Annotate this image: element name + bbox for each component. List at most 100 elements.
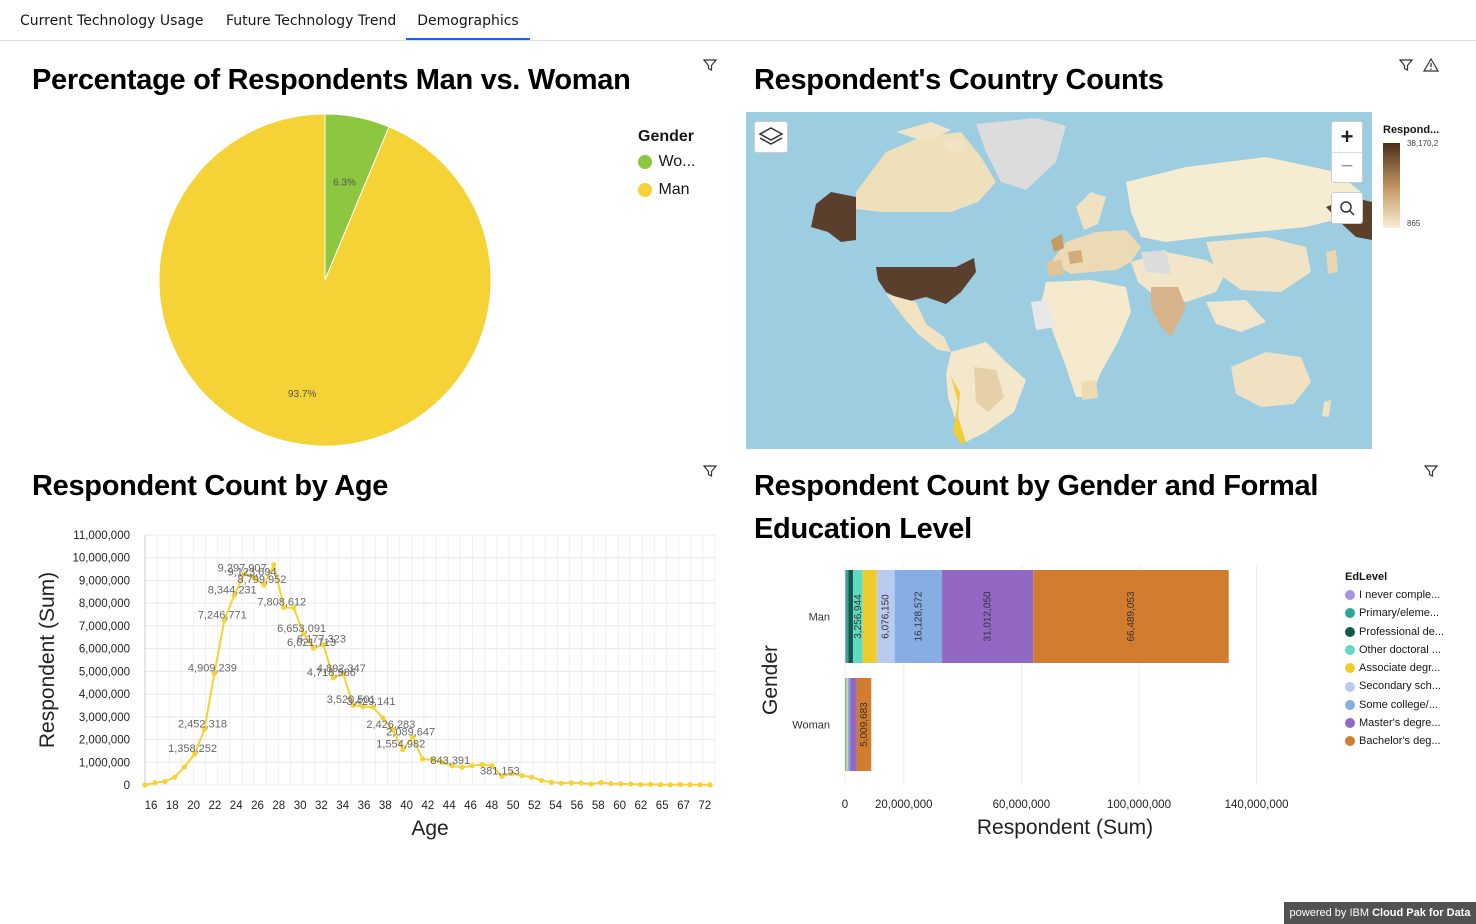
bar-segment (848, 570, 854, 663)
bar-data-label: 5,009,683 (859, 702, 870, 747)
data-point (211, 670, 217, 677)
pie-legend-item-woman[interactable]: Wo... (638, 153, 696, 171)
data-point (707, 782, 713, 788)
bar-segment (894, 570, 943, 663)
legend-label: Other doctoral ... (1359, 643, 1441, 656)
bar-legend-item[interactable]: Primary/eleme... (1345, 607, 1444, 625)
russia (1126, 157, 1361, 242)
bar-legend-item[interactable]: Bachelor's deg... (1345, 735, 1444, 753)
filter-icon[interactable] (1424, 464, 1438, 478)
data-label: 3,520,501 (327, 694, 376, 706)
data-point (142, 782, 148, 788)
map-legend-max: 38,170,2 (1407, 139, 1439, 148)
warning-icon[interactable] (1423, 58, 1439, 72)
data-point (647, 781, 654, 787)
bar-segment (942, 570, 1034, 663)
x-tick-label: 22 (209, 800, 222, 812)
y-axis-title: Respondent (Sum) (36, 572, 59, 748)
data-point (330, 675, 336, 681)
x-tick-label: 18 (166, 800, 179, 812)
gender-pie-chart: 6.3% 93.7% (158, 113, 492, 447)
x-tick-label: 46 (464, 800, 477, 812)
data-point (310, 645, 317, 651)
data-point (459, 764, 465, 770)
data-label: 4,718,986 (307, 667, 356, 679)
data-label: 4,909,239 (188, 662, 237, 674)
bar-legend: I never comple... Primary/eleme... Profess… (1345, 589, 1444, 754)
bar-legend-item[interactable]: Master's degre... (1345, 717, 1444, 735)
layers-button[interactable] (754, 121, 788, 153)
data-point (657, 782, 664, 788)
bar-data-label: 66,489,053 (1126, 591, 1137, 641)
age-line-chart: 0 1,000,000 2,000,000 3,000,000 4,000,000 5,0… (36, 530, 716, 840)
x-tick-label: 16 (145, 800, 158, 812)
scandinavia (1076, 192, 1106, 230)
data-point (301, 631, 307, 637)
category-label: Man (809, 612, 830, 624)
southeast-asia (1206, 300, 1266, 332)
x-tick-label: 67 (677, 800, 690, 812)
zoom-in-button[interactable]: + (1332, 122, 1362, 153)
legend-label: Secondary sch... (1359, 680, 1441, 693)
x-axis-title: Respondent (Sum) (977, 816, 1153, 839)
minus-icon: − (1340, 153, 1354, 178)
tab-current-technology-usage[interactable]: Current Technology Usage (20, 13, 204, 29)
search-icon (1340, 201, 1355, 216)
data-label: 843,391 (430, 755, 470, 767)
x-tick-label: 0 (842, 799, 848, 811)
data-point (380, 715, 386, 721)
data-point (677, 781, 683, 788)
data-point (419, 756, 426, 762)
map-search-button[interactable] (1331, 192, 1363, 224)
data-point (281, 604, 287, 611)
bar-legend-item[interactable]: Secondary sch... (1345, 680, 1444, 698)
pie-legend-item-man[interactable]: Man (638, 181, 690, 199)
country-map[interactable] (746, 112, 1372, 449)
data-point (479, 761, 485, 768)
edu-stacked-bar-chart: 0 20,000,000 60,000,000 100,000,000 140,000,… (759, 565, 1289, 839)
zoom-out-button[interactable]: − (1332, 153, 1362, 182)
data-point (598, 779, 604, 786)
legend-label: Master's degre... (1359, 717, 1441, 730)
x-tick-label: 56 (571, 800, 584, 812)
data-point (558, 780, 564, 786)
filter-icon[interactable] (703, 464, 717, 478)
tab-future-technology-trend[interactable]: Future Technology Trend (226, 13, 397, 29)
bar-data-label: 16,128,572 (913, 591, 924, 641)
bar-legend-item[interactable]: Professional de... (1345, 626, 1444, 644)
data-point (469, 763, 475, 769)
x-tick-label: 20,000,000 (875, 799, 933, 811)
bar-segment (845, 570, 847, 663)
chile (951, 377, 966, 444)
bar-data-label: 3,256,944 (853, 594, 864, 639)
data-point (320, 642, 327, 648)
y-tick-label: 7,000,000 (79, 621, 130, 633)
filter-icon[interactable] (703, 58, 717, 72)
africa (1041, 280, 1131, 397)
layers-icon (758, 127, 784, 145)
x-tick-label: 44 (443, 800, 456, 812)
bar-legend-item[interactable]: I never comple... (1345, 589, 1444, 607)
tab-bar: Current Technology Usage Future Technolo… (0, 0, 1476, 41)
x-tick-label: 38 (379, 800, 392, 812)
x-tick-label: 62 (635, 800, 648, 812)
tab-demographics[interactable]: Demographics (406, 0, 530, 40)
legend-swatch (1345, 608, 1355, 619)
bar-legend-item[interactable]: Other doctoral ... (1345, 644, 1444, 662)
usa (876, 258, 976, 304)
legend-label: Associate degr... (1359, 662, 1441, 675)
legend-swatch (1345, 736, 1355, 747)
bar-chart-title: Respondent Count by Gender and Formal (754, 470, 1319, 502)
data-label: 6,021,713 (287, 637, 336, 649)
y-tick-label: 5,000,000 (79, 666, 130, 678)
bar-legend-item[interactable]: Associate degr... (1345, 662, 1444, 680)
data-label: 7,808,612 (257, 597, 306, 609)
pie-slice-label: 93.7% (288, 389, 316, 400)
legend-swatch-man (638, 183, 652, 197)
bar-legend-item[interactable]: Some college/... (1345, 699, 1444, 717)
bar-segment (850, 678, 857, 771)
filter-icon[interactable] (1399, 58, 1413, 72)
x-tick-label: 100,000,000 (1107, 799, 1171, 811)
data-label: 1,358,252 (168, 743, 217, 755)
legend-swatch-woman (638, 155, 652, 169)
